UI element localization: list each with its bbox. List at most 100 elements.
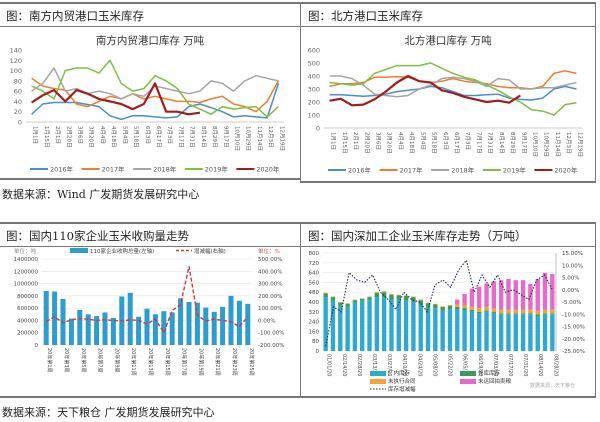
x-tick-label: 6月3日 [442,132,449,150]
legend-label: 2016年 [348,166,372,175]
bar-segment [542,313,548,315]
bar-segment [550,314,555,351]
deep-processing-chart: 0 80 160 240 320 400 480 560 640 720 800 -25.00% -20… [309,251,585,393]
legend-swatch [370,379,386,384]
bar-segment [345,303,350,307]
bar [203,307,209,345]
panel-title: 图：南方内贸港口玉米库存 [6,9,144,23]
x-tick-label: 2月20日 [363,132,370,154]
bar-segment [484,310,489,312]
divider [300,222,301,398]
x-tick-label: 9月17日 [222,126,229,148]
bar-segment [462,305,467,309]
x-tick-label: 2月1日 [54,126,61,144]
y-tick-label: 1200000 [14,269,39,275]
bar-segment [374,297,380,351]
bar [102,312,108,345]
series-line-2017年 [31,77,280,113]
x-tick-label: 03/27/20 [386,354,392,376]
bar-segment [542,272,548,310]
x-tick-label: 10月10日 [532,132,539,157]
bar-segment [506,313,511,315]
legend-label: 2017年 [102,165,126,174]
bar-segment [440,310,445,351]
series-line-2018年 [329,75,577,98]
bar [43,290,49,345]
bar-segment [484,283,489,307]
y-tick-label: 0 [35,343,39,349]
series-line-2019年 [329,62,577,116]
bar-segment [360,300,365,351]
bar-segment [506,314,511,351]
legend-label: 库存增减幅 [388,385,416,393]
bar-segment [381,297,387,351]
y2-tick-label: 15.00% [562,251,583,257]
bar-segment [411,302,416,351]
x-tick-label: 5月18日 [431,132,438,154]
bar [60,298,66,345]
x-tick-label: 07/31/20 [522,354,528,376]
x-tick-label: 9月17日 [520,132,527,154]
bar [152,314,158,345]
divider [0,26,300,27]
bar [211,311,217,345]
bar-segment [513,280,518,310]
y-tick-label: 600000 [17,306,38,312]
chart-title: 北方港口库存 万吨 [404,34,492,47]
bar-segment [535,315,540,351]
x-tick-label: 20年第9周 [113,348,120,373]
divider [300,26,596,27]
bar-segment [403,295,409,301]
legend-label: 110家企业收购总量(左轴) [90,247,154,255]
x-tick-label: 04/24/20 [416,354,422,376]
bar-segment [374,292,380,298]
legend-label: 未执行合同 [388,377,416,385]
x-tick-label: 11月14日 [554,132,561,157]
south-port-chart: 南方内贸港口库存 万吨 0 20 40 60 80 100 120 140 1月1日 1月15日 2月… [10,34,286,174]
bar-segment [403,300,409,351]
x-tick-label: 8月14日 [498,132,505,154]
bar-segment [484,306,489,311]
bar-segment [345,306,350,351]
bar-segment [425,302,431,304]
bar-segment [447,305,453,306]
x-tick-label: 6月17日 [453,132,460,154]
bar [52,291,58,345]
legend-label: 2020年 [554,166,578,175]
y-tick-label: 480 [309,290,320,296]
x-tick-label: 3月6日 [374,132,381,150]
y-tick-label: 300 [308,86,320,94]
bar-segment [396,299,401,351]
x-tick-label: 11月14日 [256,126,263,151]
y2-tick-label: 5.00% [562,276,579,282]
bar [178,298,184,345]
bar-segment [550,309,555,314]
bar-segment [360,298,365,299]
legend-label: 2019年 [503,166,527,175]
bar-segment [491,281,497,309]
bar-segment [498,314,504,351]
bar [127,292,133,345]
y2-tick-label: -25.00% [562,349,585,355]
bar-segment [440,306,445,311]
y-tick-label: 400 [308,73,320,81]
bar-segment [520,309,526,314]
bar-segment [425,306,431,351]
x-tick-label: 6月17日 [155,126,162,148]
y-tick-label: 0 [316,125,320,133]
legend-label: 未运回拍卖粮 [478,377,512,385]
y-tick-label: 200 [308,99,320,107]
bar-segment [513,309,518,314]
panel-title: 图：国内110家企业玉米收购量走势 [6,229,189,243]
bar-segment [535,310,540,315]
series-line-2020年 [329,74,521,107]
y-tick-label: 200000 [17,331,38,337]
bar-segment [462,294,467,306]
bar-segment [535,278,540,311]
x-tick-label: 7月17日 [475,132,482,154]
x-tick-label: 4月18日 [110,126,117,148]
x-tick-label: 05/22/20 [447,354,453,376]
x-tick-label: 20年第15周 [164,348,171,376]
bar [169,312,175,345]
divider [300,2,301,182]
